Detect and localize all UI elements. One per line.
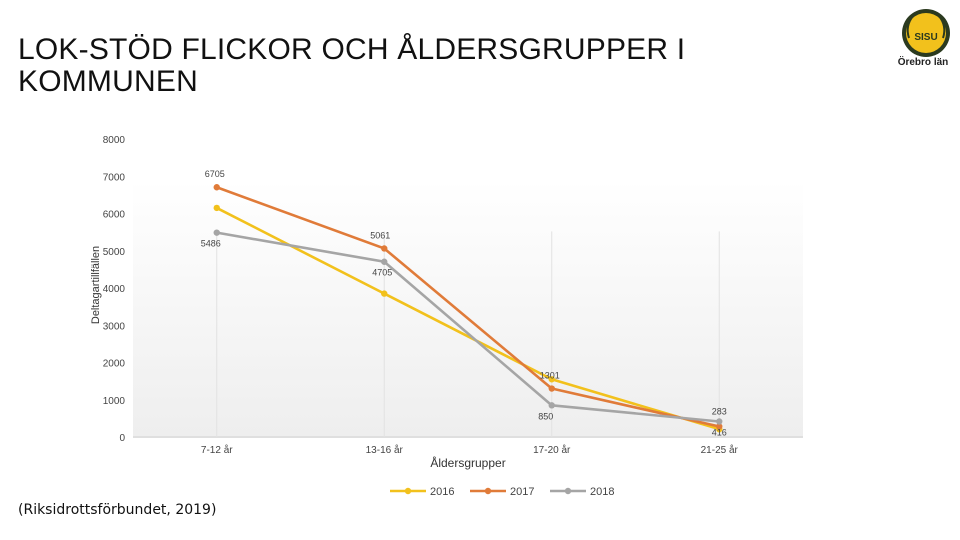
logo-badge-text: SISU (914, 32, 937, 43)
series-line-2017 (216, 186, 720, 428)
data-point-2017 (716, 423, 723, 430)
data-label-2017: 6705 (205, 169, 225, 179)
series-line-2016 (216, 206, 720, 431)
legend-label-2016: 2016 (430, 486, 454, 498)
data-point-2018 (213, 229, 220, 236)
y-tick-label: 0 (119, 433, 125, 444)
legend-marker-2016 (404, 487, 412, 495)
y-tick-label: 1000 (103, 396, 126, 407)
y-tick-label: 2000 (103, 359, 126, 370)
y-tick-label: 4000 (103, 284, 126, 295)
x-tick-label: 13-16 år (366, 444, 404, 456)
data-point-2016 (213, 204, 220, 212)
y-tick-label: 8000 (103, 135, 126, 146)
y-tick-label: 7000 (103, 172, 126, 183)
data-label-2018: 5486 (201, 239, 221, 249)
plot-area (133, 180, 803, 438)
y-tick-label: 6000 (103, 210, 126, 221)
legend-marker-2018 (564, 487, 572, 495)
data-point-2018 (716, 418, 723, 425)
y-axis-label: Deltagartillfällen (90, 246, 102, 324)
data-point-2016 (548, 376, 555, 383)
data-label-2018: 850 (538, 411, 553, 421)
data-point-2018 (548, 402, 555, 409)
x-tick-label: 17-20 år (533, 444, 571, 456)
legend-label-2017: 2017 (510, 486, 534, 498)
series-line-2018 (216, 231, 720, 423)
slide-title: LOK-STÖD FLICKOR OCH ÅLDERSGRUPPER I KOM… (18, 33, 686, 98)
x-tick-label: 7-12 år (201, 444, 233, 456)
x-axis-label: Åldersgrupper (430, 455, 505, 470)
data-label-2018: 416 (712, 428, 727, 438)
data-label-2018: 4705 (372, 268, 392, 278)
y-tick-label: 3000 (103, 321, 126, 332)
source-citation: (Riksidrottsförbundet, 2019) (18, 502, 217, 518)
logo-caption: Örebro län (897, 57, 949, 68)
data-point-2018 (381, 258, 388, 265)
legend: 2016 2017 2018 (390, 486, 614, 498)
data-point-2017 (548, 385, 555, 392)
data-label-2017: 5061 (370, 230, 390, 240)
data-label-2017: 283 (712, 406, 727, 416)
data-point-2017 (213, 184, 220, 191)
x-tick-label: 21-25 år (701, 444, 739, 456)
data-label-2017: 1301 (540, 371, 560, 381)
legend-marker-2017 (484, 487, 492, 495)
legend-label-2018: 2018 (590, 486, 614, 498)
sisu-logo-icon: SISU (902, 9, 950, 57)
data-point-2016 (381, 290, 388, 297)
data-point-2017 (381, 245, 388, 252)
y-tick-label: 5000 (103, 247, 126, 258)
